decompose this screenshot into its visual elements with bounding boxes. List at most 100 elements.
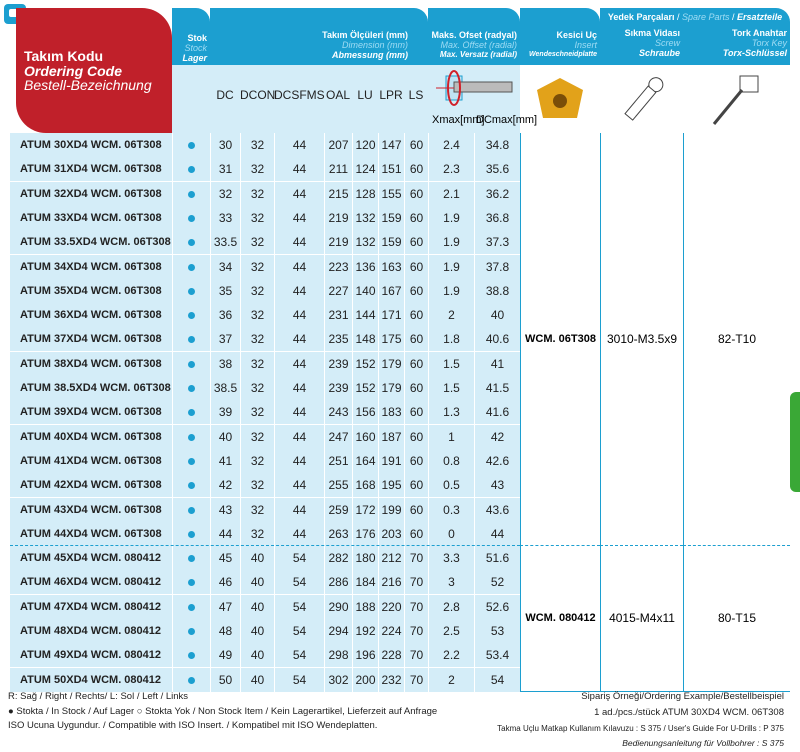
column-header-lpr: LPR [379, 88, 403, 102]
cell-value: 147 [378, 133, 404, 157]
column-header-dcsfms: DCSFMS [274, 88, 325, 102]
cell-value: 302 [324, 667, 352, 692]
cell-value: 243 [324, 400, 352, 425]
cell-value: 1.9 [428, 205, 474, 230]
ordering-code: ATUM 44XD4 WCM. 06T308 [20, 527, 162, 540]
cell-value: 70 [404, 594, 428, 619]
cell-value: 44 [274, 521, 324, 546]
column-header-lu: LU [357, 88, 373, 102]
stock-indicator [172, 594, 210, 619]
cell-value: 44 [274, 230, 324, 255]
table-row: ATUM 35XD4 WCM. 06T308 35 32 44 227 140 167 60 1… [10, 278, 520, 304]
in-stock-icon [188, 190, 195, 198]
cell-value: 32 [240, 230, 274, 255]
xmax-label: Xmax[mm] [432, 114, 485, 126]
ordering-code: ATUM 47XD4 WCM. 080412 [20, 600, 162, 613]
cell-value: 160 [352, 424, 378, 449]
cell-value: 42 [210, 473, 240, 498]
stock-indicator [172, 157, 210, 182]
cell-value: 37.8 [474, 254, 520, 279]
cell-value: 231 [324, 303, 352, 328]
side-tab[interactable] [790, 392, 800, 492]
cell-value: 40 [240, 546, 274, 571]
stock-indicator [172, 497, 210, 522]
cell-value: 0.3 [428, 497, 474, 522]
ordering-code: ATUM 42XD4 WCM. 06T308 [20, 479, 162, 492]
cell-value: 0 [428, 521, 474, 546]
cell-value: 2.4 [428, 133, 474, 157]
cell-value: 1 [428, 424, 474, 449]
cell-value: 60 [404, 254, 428, 279]
in-stock-icon [188, 628, 195, 635]
table-row: ATUM 39XD4 WCM. 06T308 39 32 44 243 156 183 60 1… [10, 400, 520, 426]
cell-value: 2.2 [428, 643, 474, 668]
cell-value: 2.1 [428, 181, 474, 206]
stock-indicator [172, 254, 210, 279]
cell-value: 191 [378, 448, 404, 473]
table-row: ATUM 34XD4 WCM. 06T308 34 32 44 223 136 163 60 1… [10, 254, 520, 280]
cell-value: 2.3 [428, 157, 474, 182]
cell-value: 187 [378, 424, 404, 449]
table-row: ATUM 33XD4 WCM. 06T308 33 32 44 219 132 159 60 1… [10, 205, 520, 231]
stock-indicator [172, 133, 210, 157]
stock-indicator [172, 230, 210, 255]
cell-value: 32 [240, 497, 274, 522]
cell-value: 60 [404, 133, 428, 157]
cell-value: 212 [378, 546, 404, 571]
ordering-code: ATUM 36XD4 WCM. 06T308 [20, 309, 162, 322]
group-divider [10, 545, 520, 547]
cell-value: 60 [404, 230, 428, 255]
cell-value: 32 [240, 473, 274, 498]
cell-value: 1.8 [428, 327, 474, 352]
cell-value: 33 [210, 205, 240, 230]
cell-value: 43 [210, 497, 240, 522]
table-row: ATUM 33.5XD4 WCM. 06T308 33.5 32 44 219 132 15… [10, 230, 520, 256]
stock-indicator [172, 424, 210, 449]
cell-value: 168 [352, 473, 378, 498]
cell-value: 152 [352, 376, 378, 400]
cell-value: 44 [274, 497, 324, 522]
cell-value: 235 [324, 327, 352, 352]
table-row: ATUM 44XD4 WCM. 06T308 44 32 44 263 176 203 60 0… [10, 521, 520, 547]
cell-value: 140 [352, 278, 378, 303]
stock-header: Stok Stock Lager [172, 8, 210, 65]
cell-value: 60 [404, 181, 428, 206]
ordering-code: ATUM 41XD4 WCM. 06T308 [20, 454, 162, 467]
cell-value: 44 [274, 205, 324, 230]
cell-value: 40 [240, 643, 274, 668]
table-row: ATUM 36XD4 WCM. 06T308 36 32 44 231 144 171 60 2… [10, 303, 520, 329]
table-row: ATUM 48XD4 WCM. 080412 48 40 54 294 192 224 70 2… [10, 619, 520, 644]
table-row: ATUM 41XD4 WCM. 06T308 41 32 44 251 164 191 60 0… [10, 448, 520, 474]
table-row: ATUM 50XD4 WCM. 080412 50 40 54 302 200 232 70 2… [10, 667, 520, 693]
footnote-iso: ISO Ucuna Uygundur. / Compatible with IS… [8, 720, 378, 731]
cell-value: 199 [378, 497, 404, 522]
cell-value: 251 [324, 448, 352, 473]
cell-value: 44 [274, 157, 324, 182]
in-stock-icon [188, 603, 195, 611]
cell-value: 42 [474, 424, 520, 449]
cell-value: 159 [378, 230, 404, 255]
cell-value: 40 [210, 424, 240, 449]
cell-value: 60 [404, 157, 428, 182]
cell-value: 53.4 [474, 643, 520, 668]
cell-value: 44 [274, 133, 324, 157]
ordering-code: ATUM 33.5XD4 WCM. 06T308 [20, 236, 171, 249]
cell-value: 32 [240, 157, 274, 182]
ordering-code: ATUM 39XD4 WCM. 06T308 [20, 406, 162, 419]
stock-indicator [172, 448, 210, 473]
cell-value: 50 [210, 667, 240, 692]
in-stock-icon [188, 263, 195, 271]
cell-value: 2.8 [428, 594, 474, 619]
cell-value: 60 [404, 205, 428, 230]
cell-value: 32 [240, 448, 274, 473]
cell-value: 46 [210, 570, 240, 595]
cell-value: 34.8 [474, 133, 520, 157]
in-stock-icon [188, 482, 195, 490]
ordering-code: ATUM 40XD4 WCM. 06T308 [20, 430, 162, 443]
stock-indicator [172, 521, 210, 546]
in-stock-icon [188, 506, 195, 514]
in-stock-icon [188, 530, 195, 538]
stock-indicator [172, 570, 210, 595]
cell-value: 32 [240, 400, 274, 425]
cell-value: 60 [404, 376, 428, 400]
